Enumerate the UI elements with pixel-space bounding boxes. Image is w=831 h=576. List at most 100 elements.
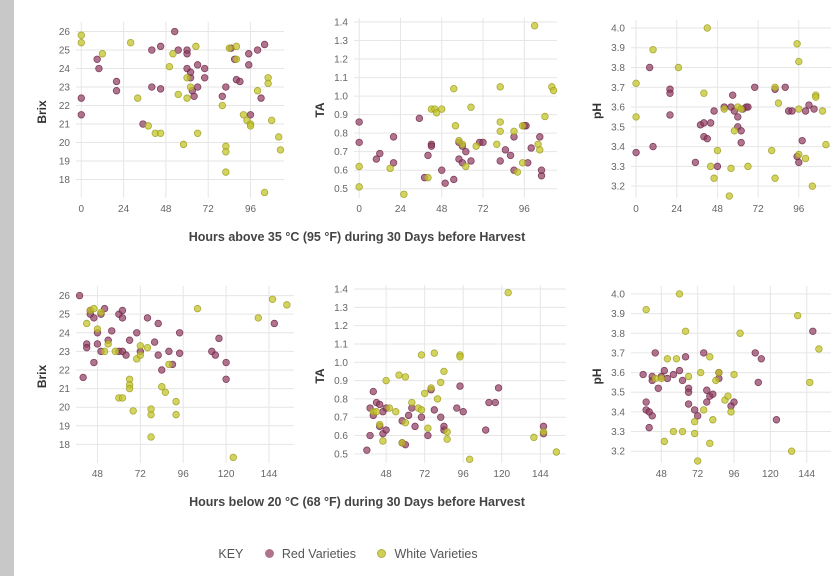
white-variety-point: [808, 182, 817, 190]
red-variety-point: [148, 46, 156, 54]
y-tick-label: 3.4: [611, 142, 625, 153]
white-variety-point: [706, 353, 714, 361]
white-variety-point: [267, 116, 276, 125]
white-variety-point: [465, 455, 474, 464]
white-variety-point: [254, 314, 262, 322]
scatter-grid: 0 24 48 72 96 18 19 20 21 22 23 24 25 26 Brix 0 24 48 72 96…: [35, 18, 831, 480]
white-variety-point: [111, 347, 120, 356]
x-tick-label: 72: [203, 204, 215, 215]
red-variety-point: [693, 412, 702, 420]
red-variety-point: [389, 133, 398, 141]
red-variety-point: [809, 327, 817, 335]
red-variety-point: [376, 149, 384, 158]
red-variety-point: [703, 386, 711, 394]
red-variety-point: [506, 151, 515, 160]
white-variety-point: [147, 405, 155, 413]
white-variety-point: [678, 427, 687, 436]
red-variety-point: [678, 376, 687, 385]
white-variety-point: [136, 342, 145, 350]
y-tick-label: 0.7: [334, 147, 348, 158]
white-variety-point: [437, 378, 445, 387]
y-tick-label: 3.9: [611, 309, 625, 320]
red-variety-point: [156, 42, 165, 51]
red-variety-point: [270, 319, 279, 328]
white-variety-point: [93, 325, 102, 333]
y-axis-label: TA: [313, 368, 327, 383]
y-tick-label: 18: [59, 175, 71, 186]
y-tick-label: 0.7: [334, 413, 348, 424]
white-variety-point: [632, 79, 640, 88]
x-tick-label: 24: [395, 204, 407, 215]
red-variety-point: [690, 406, 699, 414]
legend-white-label: White Varieties: [394, 546, 478, 561]
white-variety-point: [433, 395, 442, 403]
white-variety-point: [193, 129, 202, 137]
red-variety-point: [501, 146, 510, 154]
red-variety-point: [211, 351, 220, 359]
red-variety-point: [494, 384, 503, 392]
white-variety-point: [424, 173, 432, 182]
red-variety-point: [75, 291, 84, 300]
red-variety-point: [713, 162, 722, 171]
x-tick-label: 96: [728, 469, 740, 480]
red-variety-point: [754, 378, 762, 387]
red-variety-point: [246, 111, 255, 119]
y-tick-label: 1.4: [334, 18, 348, 29]
x-tick-label: 144: [532, 469, 549, 480]
red-variety-point: [175, 329, 184, 337]
white-variety-point: [420, 389, 429, 398]
red-variety-point: [245, 50, 253, 58]
red-variety-point: [389, 159, 398, 167]
x-tick-label: 48: [436, 204, 448, 215]
y-tick-label: 3.8: [611, 63, 625, 74]
x-tick-label: 0: [79, 204, 85, 215]
red-variety-point: [730, 398, 738, 406]
white-variety-point: [493, 140, 501, 148]
y-axis-label: Brix: [35, 100, 49, 124]
white-variety-point: [674, 63, 683, 72]
white-variety-point: [458, 140, 467, 148]
white-variety-point: [283, 301, 291, 309]
white-variety-point: [736, 329, 744, 337]
white-variety-point: [795, 57, 803, 66]
red-variety-point: [795, 158, 803, 167]
y-tick-label: 25: [59, 310, 71, 321]
white-variety-point: [232, 55, 241, 63]
x-tick-label: 0: [356, 204, 362, 215]
white-variety-point: [275, 133, 283, 141]
white-variety-point: [379, 437, 387, 445]
white-variety-point: [372, 408, 381, 416]
y-tick-label: 3.8: [611, 329, 625, 340]
white-variety-point: [710, 174, 718, 182]
white-variety-point: [100, 347, 109, 356]
red-variety-point: [366, 431, 374, 440]
red-variety-point: [684, 388, 693, 396]
red-variety-point: [424, 151, 432, 160]
red-variety-point: [424, 431, 432, 440]
red-variety-point: [253, 46, 262, 54]
white-variety-point: [795, 105, 803, 113]
red-variety-point: [175, 349, 184, 357]
y-tick-label: 3.3: [611, 162, 625, 173]
y-tick-label: 3.7: [611, 348, 625, 359]
white-variety-point: [690, 429, 699, 438]
red-variety-point: [118, 314, 127, 322]
red-variety-point: [372, 155, 381, 163]
y-tick-label: 0.6: [334, 431, 348, 442]
y-tick-label: 1.2: [334, 321, 348, 332]
white-variety-point: [386, 164, 394, 173]
y-tick-label: 0.5: [334, 449, 348, 460]
y-tick-label: 18: [59, 440, 71, 451]
y-tick-label: 21: [59, 120, 71, 131]
red-variety-point: [158, 366, 166, 374]
y-tick-label: 20: [59, 138, 71, 149]
white-variety-point: [218, 101, 227, 110]
y-tick-label: 1.0: [334, 358, 348, 369]
white-variety-point: [549, 86, 558, 95]
white-variety-point: [730, 127, 739, 135]
x-tick-label: 120: [493, 469, 510, 480]
y-tick-label: 4.0: [611, 289, 625, 300]
white-variety-point: [496, 118, 504, 126]
white-variety-point: [398, 439, 406, 447]
x-tick-label: 96: [793, 204, 805, 215]
